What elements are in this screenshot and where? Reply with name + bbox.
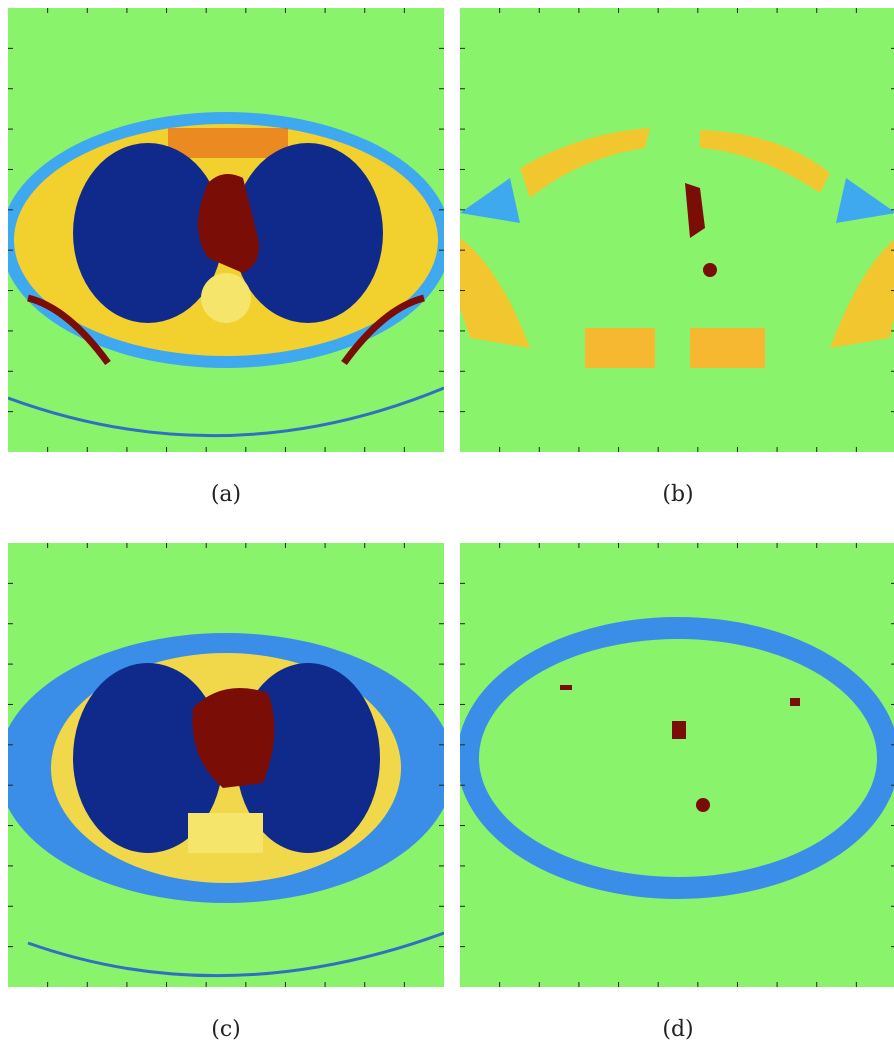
panel-image xyxy=(460,543,894,987)
caption: (c) xyxy=(8,1017,444,1042)
caption: (b) xyxy=(460,482,894,507)
panel-image xyxy=(460,8,894,452)
panel-image xyxy=(8,8,444,452)
caption: (a) xyxy=(8,482,444,507)
caption: (d) xyxy=(460,1017,894,1042)
figure: (a) (b) (c) (d) xyxy=(0,0,894,1051)
panel-image xyxy=(8,543,444,987)
